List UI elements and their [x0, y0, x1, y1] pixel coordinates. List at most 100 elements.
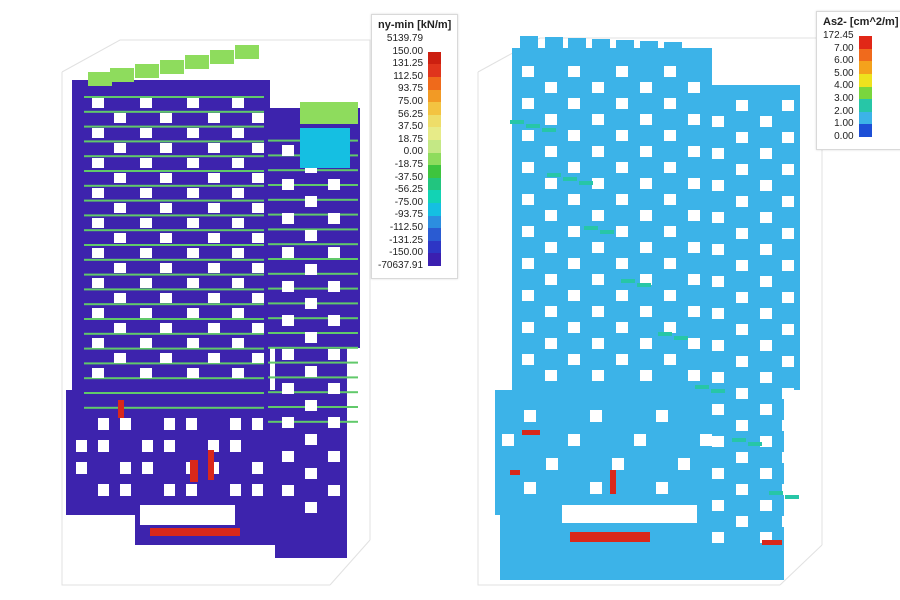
window-opening — [736, 388, 748, 399]
window-opening — [736, 228, 748, 239]
window-opening — [545, 210, 557, 221]
window-opening — [187, 188, 199, 198]
window-opening — [140, 98, 152, 108]
window-opening — [187, 128, 199, 138]
window-opening — [328, 315, 340, 326]
left-building-model — [66, 45, 360, 558]
window-opening — [760, 116, 772, 127]
window-opening — [782, 452, 794, 463]
window-opening — [160, 323, 172, 333]
legend-tick-label: -56.25 — [394, 184, 424, 196]
window-opening — [782, 292, 794, 303]
window-opening — [664, 354, 676, 365]
window-opening — [140, 308, 152, 318]
window-opening — [522, 162, 534, 173]
window-opening — [92, 338, 104, 348]
window-opening — [92, 368, 104, 378]
window-opening — [522, 322, 534, 333]
legend-max-label: 5139.79 — [386, 33, 424, 44]
reinforcement-zone — [579, 181, 593, 185]
window-opening — [616, 226, 628, 237]
legend-color-swatch — [428, 89, 442, 103]
window-opening — [208, 113, 220, 123]
window-opening — [592, 82, 604, 93]
window-opening — [640, 210, 652, 221]
legend-tick-label: 2.00 — [834, 105, 854, 117]
window-opening — [568, 162, 580, 173]
floor-slab — [268, 228, 358, 231]
window-opening — [736, 516, 748, 527]
window-opening — [140, 218, 152, 228]
window-opening — [712, 148, 724, 159]
window-opening — [305, 264, 317, 275]
legend-tick-label: 56.25 — [398, 108, 424, 120]
window-opening — [640, 82, 652, 93]
legend-color-bar — [428, 33, 442, 272]
window-opening — [232, 218, 244, 228]
window-opening — [328, 485, 340, 496]
window-opening — [232, 248, 244, 258]
floor-slab — [268, 391, 358, 394]
window-opening — [232, 128, 244, 138]
legend-tick-label: -18.75 — [394, 158, 424, 170]
window-opening — [736, 356, 748, 367]
legend-color-swatch — [428, 77, 442, 90]
window-opening — [640, 114, 652, 125]
window-opening — [616, 66, 628, 77]
floor-slab — [84, 110, 264, 113]
window-opening — [634, 434, 646, 446]
window-opening — [568, 226, 580, 237]
window-opening — [522, 194, 534, 205]
window-opening — [328, 281, 340, 292]
window-opening — [592, 370, 604, 381]
legend-tick-label: -75.00 — [394, 196, 424, 208]
left-wireframe — [61, 39, 371, 586]
legend-tick-label: 150.00 — [392, 45, 424, 57]
window-opening — [782, 420, 794, 431]
window-opening — [712, 212, 724, 223]
podium-opening — [140, 505, 235, 525]
window-opening — [142, 462, 153, 474]
window-opening — [282, 485, 294, 496]
reinforcement-zone — [547, 173, 561, 177]
legend-tick-label: -37.50 — [394, 171, 424, 183]
window-opening — [700, 434, 712, 446]
window-opening — [736, 292, 748, 303]
window-opening — [120, 462, 131, 474]
window-opening — [120, 418, 131, 430]
window-opening — [140, 248, 152, 258]
roof-parapet — [545, 37, 563, 53]
window-opening — [568, 290, 580, 301]
floor-slab — [84, 170, 264, 172]
window-opening — [187, 338, 199, 348]
window-opening — [140, 368, 152, 378]
legend-tick-label: 37.50 — [398, 121, 424, 133]
window-opening — [524, 482, 536, 494]
reinforcement-hotspot — [610, 470, 616, 494]
legend-color-swatch — [858, 36, 872, 49]
podium-wall — [495, 390, 730, 515]
reinforcement-hotspot — [570, 532, 650, 542]
window-opening — [98, 418, 109, 430]
window-opening — [568, 66, 580, 77]
window-opening — [760, 404, 772, 415]
legend-color-swatch — [428, 190, 442, 204]
window-opening — [522, 98, 534, 109]
legend-color-swatch — [428, 152, 442, 166]
window-opening — [92, 98, 104, 108]
window-opening — [545, 370, 557, 381]
window-opening — [140, 128, 152, 138]
window-opening — [522, 130, 534, 141]
window-opening — [568, 130, 580, 141]
legend-tick-label: 18.75 — [398, 133, 424, 145]
window-opening — [590, 410, 602, 422]
window-opening — [545, 178, 557, 189]
window-opening — [305, 434, 317, 445]
stress-zone — [300, 128, 350, 168]
window-opening — [140, 188, 152, 198]
legend-color-swatch — [858, 99, 872, 112]
window-opening — [140, 338, 152, 348]
reinforcement-zone — [600, 230, 614, 234]
window-opening — [760, 180, 772, 191]
floor-slab — [84, 125, 264, 128]
